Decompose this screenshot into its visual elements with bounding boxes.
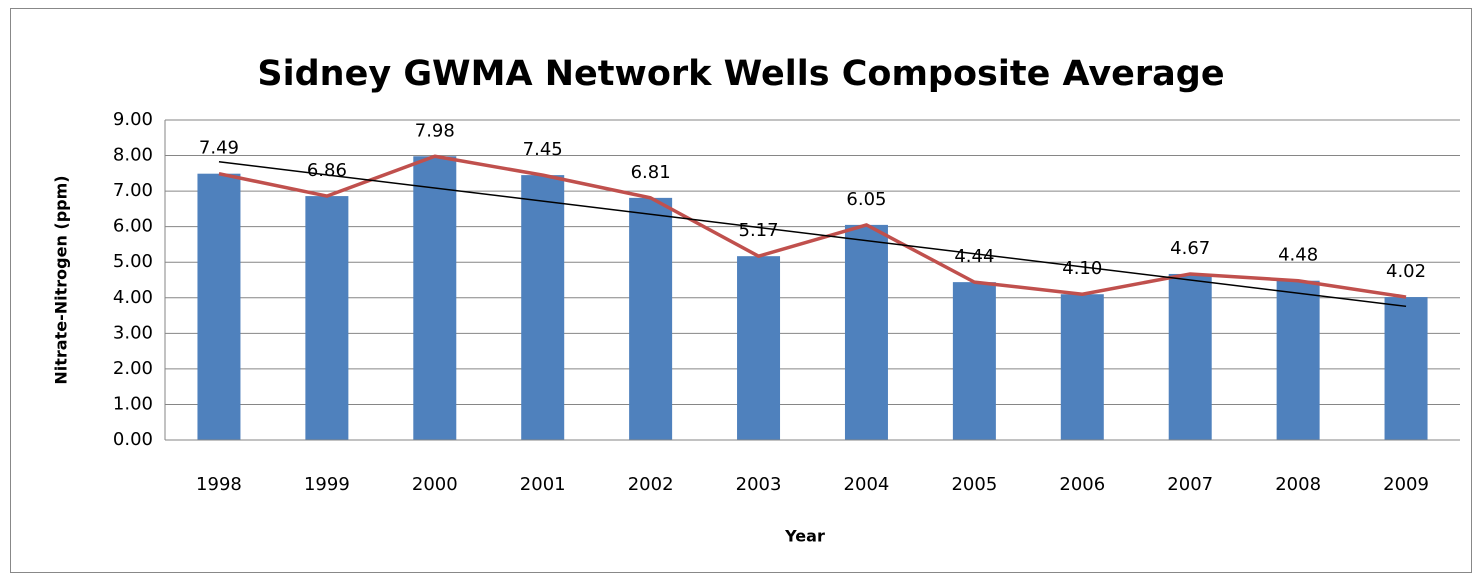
data-label: 7.45 <box>523 139 563 160</box>
bar <box>305 196 349 440</box>
x-tick-label: 2009 <box>1383 474 1429 495</box>
y-tick-label: 3.00 <box>113 322 153 343</box>
bar <box>197 173 241 440</box>
data-label: 6.81 <box>631 162 671 183</box>
data-label: 4.44 <box>954 246 994 267</box>
y-tick-label: 1.00 <box>113 393 153 414</box>
x-tick-label: 2004 <box>844 474 890 495</box>
x-tick-label: 2001 <box>520 474 566 495</box>
bar <box>1168 273 1212 440</box>
x-tick-label: 2003 <box>736 474 782 495</box>
data-label: 5.17 <box>739 220 779 241</box>
y-tick-label: 8.00 <box>113 145 153 166</box>
bar <box>1276 280 1320 440</box>
x-tick-label: 2005 <box>951 474 997 495</box>
bar <box>413 156 457 440</box>
x-tick-label: 2002 <box>628 474 674 495</box>
bar <box>1060 294 1104 440</box>
data-label: 4.02 <box>1386 261 1426 282</box>
bar <box>737 256 781 440</box>
data-label: 6.05 <box>846 189 886 210</box>
y-tick-label: 0.00 <box>113 429 153 450</box>
trendline <box>218 160 1407 308</box>
data-label: 7.49 <box>199 138 239 159</box>
x-tick-label: 2000 <box>412 474 458 495</box>
x-tick-label: 2006 <box>1059 474 1105 495</box>
bar <box>844 224 888 440</box>
x-tick-label: 2007 <box>1167 474 1213 495</box>
y-tick-label: 6.00 <box>113 216 153 237</box>
line <box>218 154 1407 299</box>
bar <box>1384 297 1428 440</box>
x-tick-label: 1998 <box>196 474 242 495</box>
data-label: 7.98 <box>415 120 455 141</box>
y-tick-label: 2.00 <box>113 358 153 379</box>
x-axis-title: Year <box>784 527 825 546</box>
x-tick-label: 1999 <box>304 474 350 495</box>
y-tick-label: 4.00 <box>113 287 153 308</box>
y-axis-title: Nitrate-Nitrogen (ppm) <box>52 175 71 384</box>
chart-title: Sidney GWMA Network Wells Composite Aver… <box>257 54 1224 94</box>
bar <box>521 175 565 440</box>
bar <box>952 282 996 440</box>
bar <box>629 197 673 440</box>
y-tick-label: 5.00 <box>113 251 153 272</box>
y-tick-label: 7.00 <box>113 180 153 201</box>
x-tick-label: 2008 <box>1275 474 1321 495</box>
data-label: 4.48 <box>1278 245 1318 266</box>
data-label: 6.86 <box>307 160 347 181</box>
data-label: 4.67 <box>1170 238 1210 259</box>
y-tick-label: 9.00 <box>113 109 153 130</box>
data-label: 4.10 <box>1062 258 1102 279</box>
